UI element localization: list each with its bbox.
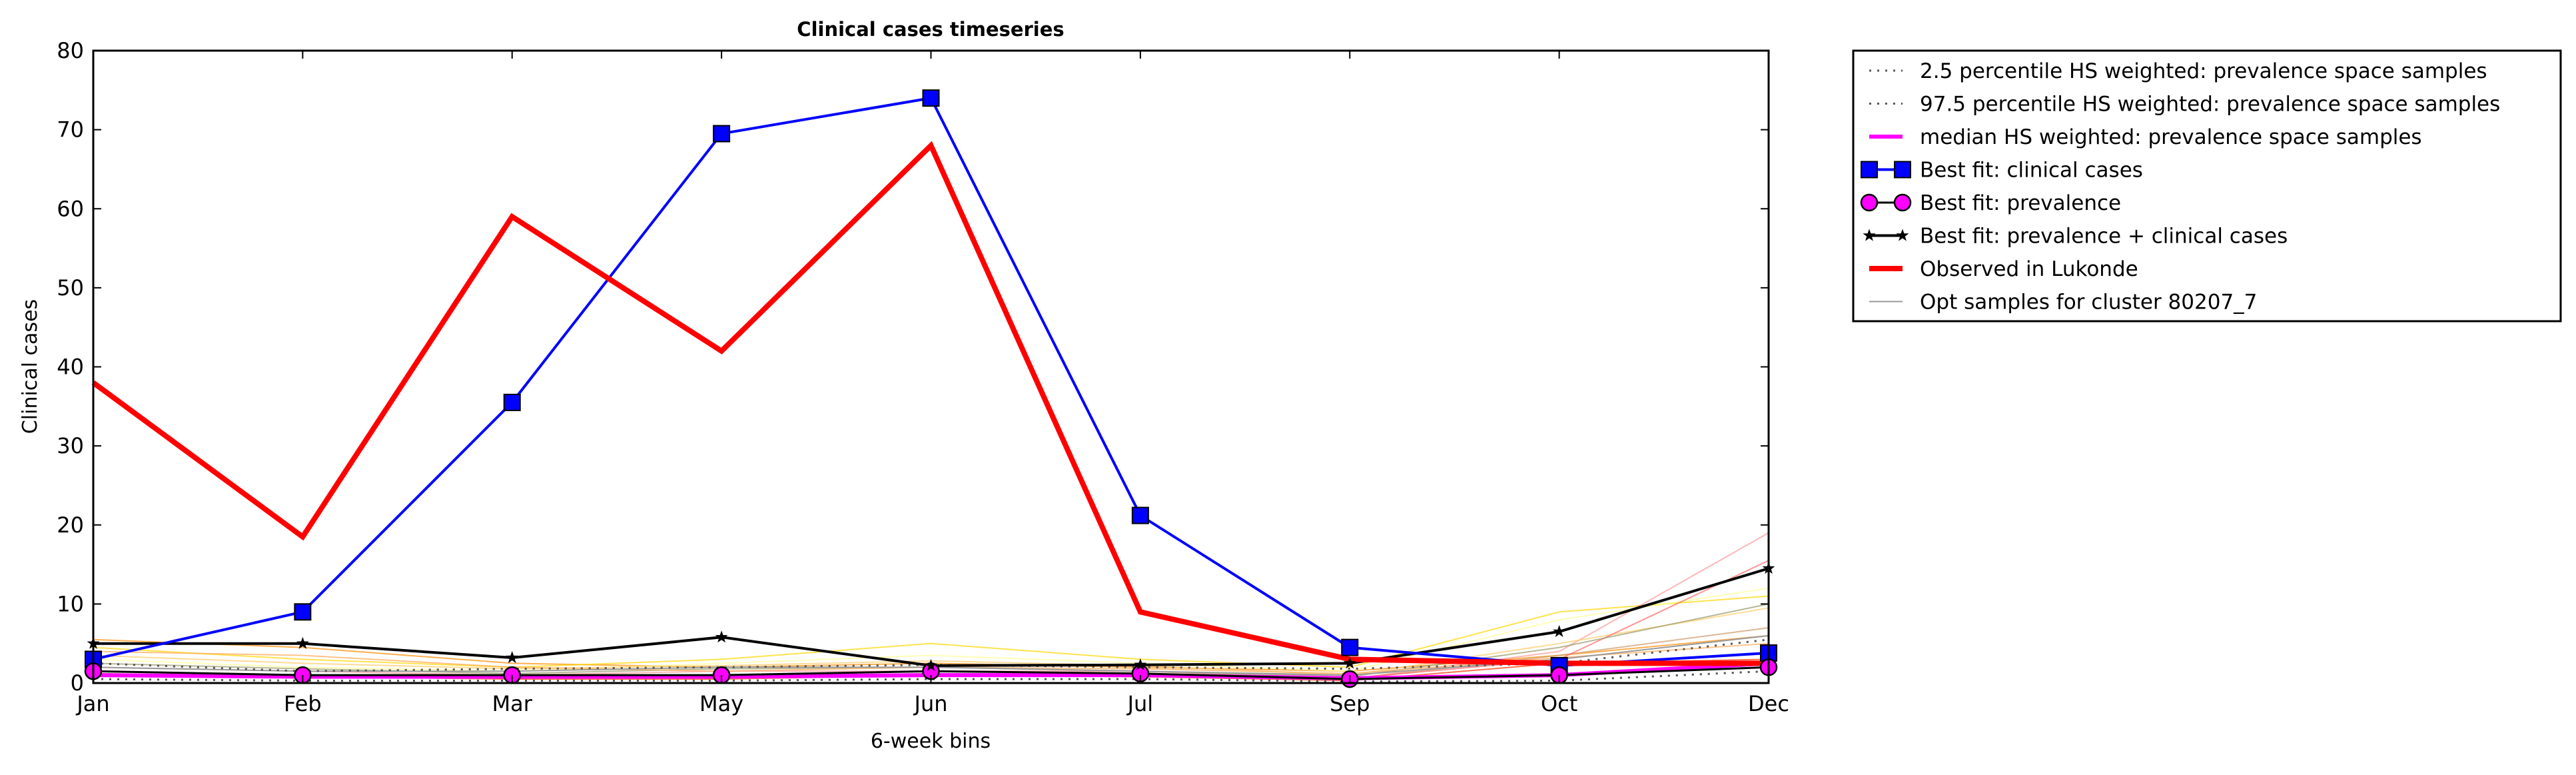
legend-marker-6-1	[1863, 229, 1876, 241]
legend-entry-label: Best fit: prevalence + clinical cases	[1920, 225, 2288, 249]
y-tick-label: 40	[57, 355, 84, 380]
legend-marker-6-2	[1896, 229, 1909, 241]
legend-entry-label: Observed in Lukonde	[1920, 257, 2138, 281]
x-tick-label: Jan	[75, 691, 109, 716]
data-point-s6-3	[506, 651, 519, 664]
legend-entry-label: 2.5 percentile HS weighted: prevalence s…	[1920, 59, 2487, 83]
legend-marker-5-1	[1860, 193, 1879, 212]
y-tick-label: 70	[57, 117, 84, 143]
legend: 2.5 percentile HS weighted: prevalence s…	[1852, 49, 2562, 323]
y-tick-label: 60	[57, 196, 84, 221]
legend-entry-label: Best fit: clinical cases	[1920, 159, 2143, 183]
data-point-s4-7	[1341, 638, 1359, 656]
y-tick-label: 20	[57, 512, 84, 538]
x-tick-label: Oct	[1541, 691, 1577, 716]
sample-curve-2	[93, 595, 1769, 668]
data-point-s4-4	[713, 125, 731, 143]
y-axis-label: Clinical cases	[19, 299, 42, 434]
chart-title: Clinical cases timeseries	[797, 18, 1064, 41]
legend-entry-label: 97.5 percentile HS weighted: prevalence …	[1920, 93, 2500, 117]
sample-curve-4	[93, 587, 1769, 672]
data-point-s4-6	[1131, 506, 1149, 524]
x-tick-label: Jun	[913, 691, 948, 716]
legend-frame	[1852, 49, 2562, 323]
legend-marker-5-2	[1893, 193, 1912, 212]
data-point-s6-4	[715, 630, 728, 643]
data-point-s4-5	[922, 89, 940, 107]
x-tick-label: Jul	[1126, 691, 1154, 716]
legend-marker-4-2	[1894, 161, 1911, 179]
data-point-s6-5	[925, 658, 937, 671]
legend-entry-label: Opt samples for cluster 80207_7	[1920, 291, 2257, 315]
data-point-s6-8	[1553, 624, 1566, 637]
y-tick-label: 30	[57, 433, 84, 458]
x-axis-label: 6-week bins	[871, 730, 991, 753]
x-tick-label: Feb	[284, 691, 322, 716]
y-tick-label: 0	[71, 670, 84, 696]
y-tick-label: 50	[57, 275, 84, 301]
data-point-s6-6	[1134, 658, 1147, 670]
series-line-7	[91, 141, 1769, 666]
data-point-s6-7	[1343, 656, 1356, 669]
y-tick-label: 10	[57, 591, 84, 616]
x-tick-label: Sep	[1330, 691, 1370, 716]
data-point-s6-2	[296, 636, 309, 649]
y-tick-label: 80	[57, 38, 84, 63]
x-tick-label: May	[699, 691, 743, 716]
legend-entry-label: Best fit: prevalence	[1920, 191, 2121, 215]
data-point-s4-3	[503, 393, 521, 411]
legend-marker-4-1	[1861, 161, 1878, 179]
x-tick-label: Dec	[1748, 691, 1789, 716]
data-point-s4-2	[294, 603, 312, 621]
x-tick-label: Mar	[492, 691, 533, 716]
legend-entry-label: median HS weighted: prevalence space sam…	[1920, 125, 2422, 149]
